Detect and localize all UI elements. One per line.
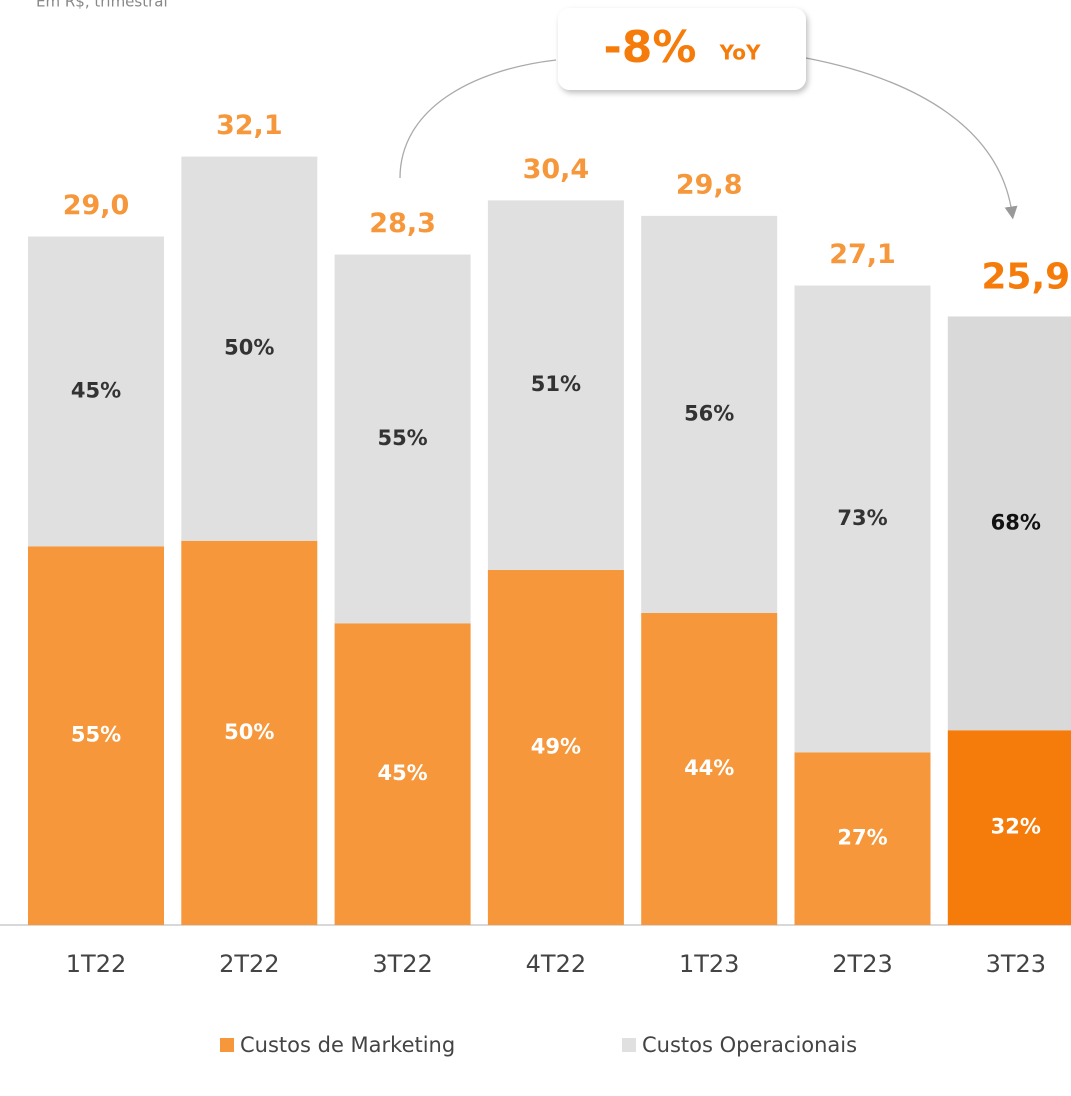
segment-label: 45% [71, 378, 121, 402]
segment-label: 51% [531, 372, 581, 396]
x-tick-label: 2T22 [219, 950, 279, 978]
total-label: 27,1 [829, 239, 896, 270]
bar-segment [641, 612, 778, 925]
segment-label: 68% [991, 510, 1041, 534]
subtitle: Em R$, trimestral [36, 0, 168, 11]
legend-label: Custos de Marketing [240, 1033, 455, 1057]
annotation-box [558, 8, 806, 90]
total-label: 29,8 [676, 169, 743, 200]
segment-label: 50% [224, 720, 274, 744]
total-label: 29,0 [63, 190, 130, 221]
bar-segment [794, 752, 931, 925]
total-label: 30,4 [523, 154, 590, 185]
segment-label: 32% [991, 815, 1041, 839]
x-tick-label: 1T23 [679, 950, 739, 978]
x-tick-label: 3T23 [986, 950, 1046, 978]
bar-segment [334, 623, 471, 925]
bar-segment [487, 200, 624, 570]
bar-segment [28, 546, 164, 925]
x-tick-label: 4T22 [526, 950, 586, 978]
annotation-suffix: YoY [719, 41, 761, 65]
legend-swatch [622, 1038, 636, 1052]
bar-segment [794, 285, 931, 753]
segment-label: 50% [224, 336, 274, 360]
segment-label: 55% [71, 723, 121, 747]
bar-segment [181, 156, 318, 541]
segment-label: 44% [684, 756, 734, 780]
bar-segment [28, 236, 164, 547]
total-label: 32,1 [216, 110, 283, 141]
segment-label: 56% [684, 401, 734, 425]
segment-label: 45% [377, 761, 427, 785]
x-tick-label: 3T22 [372, 950, 432, 978]
segment-label: 27% [837, 826, 887, 850]
bar-segment [641, 215, 778, 613]
legend-swatch [220, 1038, 234, 1052]
annotation-arrow [805, 57, 1018, 220]
annotation-arrow [399, 59, 557, 179]
annotation-text: -8% [604, 22, 697, 73]
segment-label: 73% [837, 506, 887, 530]
bar-segment [947, 730, 1071, 925]
bar-segment [334, 254, 471, 624]
total-label: 28,3 [369, 208, 436, 239]
bar-segment [487, 569, 624, 925]
legend-label: Custos Operacionais [642, 1033, 857, 1057]
segment-label: 55% [377, 426, 427, 450]
segment-label: 49% [531, 734, 581, 758]
bar-segment [947, 316, 1071, 731]
bar-segment [181, 540, 318, 925]
x-tick-label: 2T23 [832, 950, 892, 978]
x-tick-label: 1T22 [66, 950, 126, 978]
total-label: 25,9 [981, 256, 1070, 297]
